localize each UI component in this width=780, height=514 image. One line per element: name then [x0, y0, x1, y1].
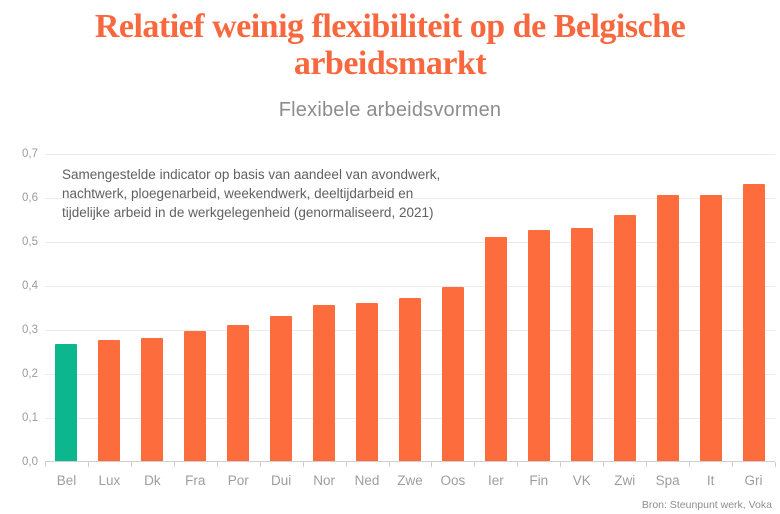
bar-zwe — [399, 298, 421, 461]
gridline-0,7 — [45, 154, 775, 155]
x-tick-label-nor: Nor — [313, 473, 335, 488]
x-tick-label-dui: Dui — [271, 473, 292, 488]
gridline-0,5 — [45, 242, 775, 243]
bar-ier — [484, 236, 507, 461]
x-tick-mark — [517, 462, 519, 467]
x-tick-mark — [775, 462, 776, 467]
y-tick-label-0,4: 0,4 — [22, 280, 38, 292]
bar-lux — [98, 340, 121, 461]
x-tick-mark — [646, 462, 648, 467]
x-tick-mark — [87, 462, 89, 467]
bar-ned — [356, 302, 379, 461]
x-tick-label-it: It — [706, 473, 715, 488]
x-tick-mark — [130, 462, 132, 467]
bar-oos — [441, 287, 464, 461]
x-axis-line — [45, 461, 775, 462]
x-tick-mark — [560, 462, 562, 467]
bar-vk — [570, 227, 593, 461]
y-axis: 0,0 0,1 0,2 0,3 0,4 0,5 0,6 0,7 — [0, 148, 40, 468]
gridline-0,4 — [45, 286, 775, 287]
x-tick-label-spa: Spa — [655, 473, 680, 488]
x-tick-mark — [689, 462, 691, 467]
bar-it — [699, 194, 722, 461]
bar-por — [227, 324, 250, 461]
x-tick-label-dk: Dk — [144, 473, 161, 488]
x-tick-mark — [173, 462, 175, 467]
y-tick-label-0,1: 0,1 — [22, 412, 38, 424]
bar-zwi — [613, 214, 636, 461]
gridline-0,6 — [45, 198, 775, 199]
source-note: Bron: Steunpunt werk, Voka — [641, 499, 772, 511]
x-tick-mark — [259, 462, 261, 467]
x-tick-mark — [345, 462, 347, 467]
x-tick-label-lux: Lux — [98, 473, 121, 488]
bar-nor — [313, 304, 336, 461]
x-tick-mark — [216, 462, 218, 467]
bar-chart: 0,0 0,1 0,2 0,3 0,4 0,5 0,6 0,7 Samengestelde i… — [0, 148, 780, 509]
x-tick-mark — [302, 462, 304, 467]
x-tick-label-bel: Bel — [56, 473, 77, 488]
bar-dk — [141, 337, 164, 461]
x-tick-label-ier: Ier — [487, 473, 504, 488]
y-tick-label-0,2: 0,2 — [22, 368, 38, 380]
y-tick-label-0,3: 0,3 — [22, 324, 38, 336]
x-tick-label-gri: Gri — [744, 473, 763, 488]
x-tick-mark — [732, 462, 734, 467]
bar-dui — [270, 315, 293, 461]
y-tick-label-0,0: 0,0 — [22, 456, 38, 468]
x-tick-label-vk: VK — [572, 473, 591, 488]
x-tick-label-fra: Fra — [185, 473, 206, 488]
x-tick-label-por: Por — [227, 473, 249, 488]
chart-annotation: Samengestelde indicator op basis van aan… — [62, 167, 441, 221]
plot-area: Samengestelde indicator op basis van aan… — [45, 154, 775, 462]
y-tick-label-0,5: 0,5 — [22, 236, 38, 248]
bar-gri — [742, 183, 765, 461]
x-tick-mark — [474, 462, 476, 467]
x-tick-mark — [603, 462, 605, 467]
x-tick-label-zwe: Zwe — [397, 473, 423, 488]
x-tick-mark — [431, 462, 433, 467]
chart-title: Flexibele arbeidsvormen — [278, 99, 502, 121]
page-title: Relatief weinig flexibiliteit op de Belg… — [94, 8, 686, 83]
x-tick-mark — [45, 462, 46, 467]
y-tick-label-0,7: 0,7 — [22, 148, 38, 160]
x-tick-label-ned: Ned — [354, 473, 380, 488]
x-tick-label-oos: Oos — [440, 473, 466, 488]
y-tick-label-0,6: 0,6 — [22, 192, 38, 204]
bar-spa — [656, 194, 679, 461]
x-tick-label-zwi: Zwi — [614, 473, 636, 488]
bar-fin — [527, 230, 550, 461]
x-tick-label-fin: Fin — [529, 473, 549, 488]
x-tick-mark — [388, 462, 390, 467]
bar-fra — [184, 331, 207, 461]
bar-bel — [55, 344, 78, 461]
x-axis: Bel Lux Dk Fra Por Dui Nor Ned Zwe Oos Ier Fin VK Zwi… — [45, 462, 776, 502]
